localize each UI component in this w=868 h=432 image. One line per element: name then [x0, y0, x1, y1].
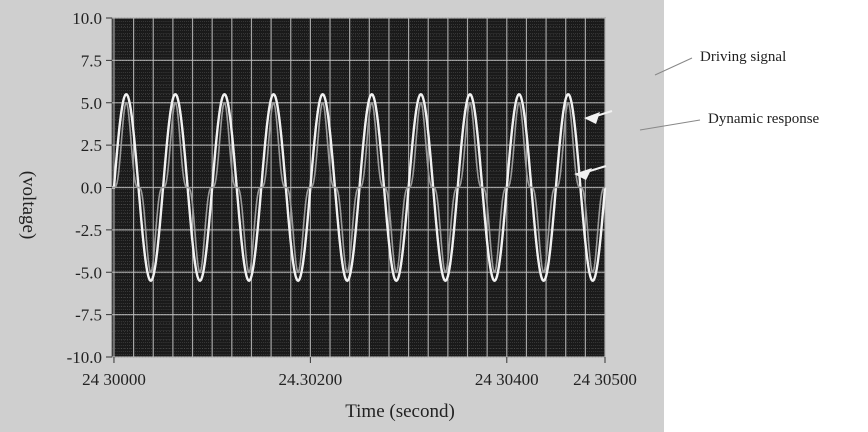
- annotation-arrow-dynamic-shaft: [579, 165, 607, 175]
- y-tick-label: 10.0: [72, 9, 102, 28]
- y-tick-label: 7.5: [81, 51, 102, 70]
- y-tick-label: -10.0: [67, 348, 102, 367]
- y-tick-label: 2.5: [81, 136, 102, 155]
- annotation-arrow-driving-shaft: [589, 110, 613, 119]
- y-tick-label: -2.5: [75, 221, 102, 240]
- x-tick-label: 24.30200: [279, 370, 343, 389]
- y-tick-label: 0.0: [81, 179, 102, 198]
- series-line-driving-signal: [112, 93, 607, 282]
- x-tick-label: 24 30400: [475, 370, 539, 389]
- x-tick-label: 24 30500: [573, 370, 637, 389]
- x-tick-label: 24 30000: [82, 370, 146, 389]
- annotation-leader-dynamic: [639, 119, 701, 131]
- legend-label-driving-signal: Driving signal: [700, 49, 786, 65]
- y-axis-title: (voltage): [18, 171, 39, 240]
- y-tick-label: 5.0: [81, 94, 102, 113]
- y-tick-label: -5.0: [75, 263, 102, 282]
- annotation-leader-driving: [654, 57, 693, 76]
- y-tick-label: -7.5: [75, 306, 102, 325]
- series-line-dynamic-response: [112, 101, 606, 274]
- x-axis-title: Time (second): [345, 401, 455, 422]
- legend-label-dynamic-response: Dynamic response: [708, 111, 820, 127]
